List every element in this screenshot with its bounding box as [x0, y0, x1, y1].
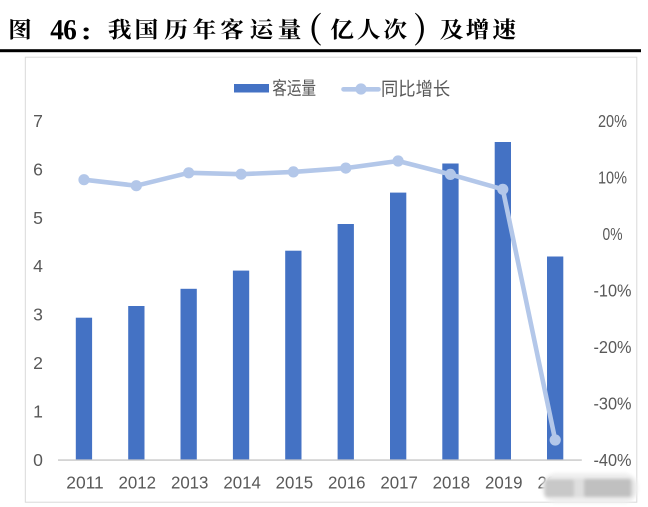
svg-text:5: 5 — [33, 208, 43, 228]
svg-text:-10%: -10% — [594, 280, 632, 300]
svg-text:2011: 2011 — [66, 473, 104, 493]
svg-text:-20%: -20% — [594, 337, 632, 357]
svg-text:0%: 0% — [603, 224, 623, 244]
svg-text:4: 4 — [33, 256, 43, 276]
svg-text:6: 6 — [33, 159, 43, 179]
svg-text:0: 0 — [33, 450, 43, 470]
svg-text:2: 2 — [33, 353, 43, 373]
svg-text:2014: 2014 — [223, 473, 261, 493]
svg-text:2018: 2018 — [433, 473, 471, 493]
svg-text:1: 1 — [33, 401, 43, 421]
svg-text:-40%: -40% — [594, 450, 632, 470]
svg-text:20%: 20% — [598, 111, 627, 131]
svg-text:2019: 2019 — [485, 473, 523, 493]
svg-text:3: 3 — [33, 305, 43, 325]
svg-text:2017: 2017 — [380, 473, 418, 493]
svg-text:2012: 2012 — [119, 473, 157, 493]
svg-text:2016: 2016 — [328, 473, 366, 493]
svg-text:-30%: -30% — [594, 393, 632, 413]
svg-text:2013: 2013 — [171, 473, 209, 493]
svg-text:2015: 2015 — [276, 473, 314, 493]
svg-text:10%: 10% — [598, 168, 627, 188]
svg-text:7: 7 — [33, 111, 43, 131]
